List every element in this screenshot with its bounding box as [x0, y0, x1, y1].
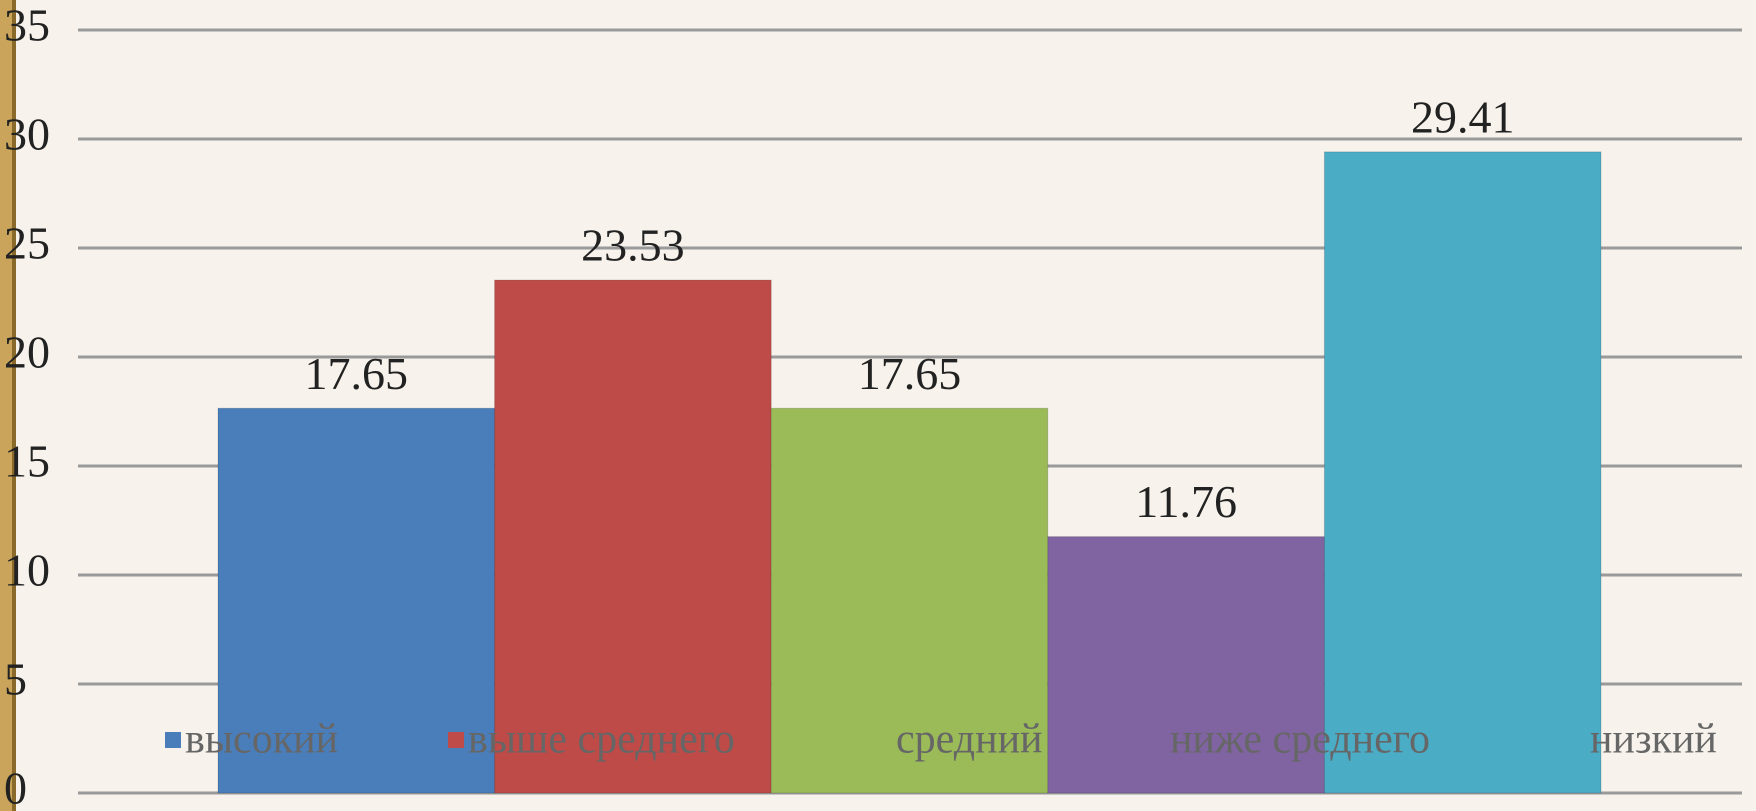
legend-marker: [1150, 732, 1166, 748]
legend-marker: [165, 732, 181, 748]
y-tick-label: 0: [4, 763, 27, 811]
value-label: 29.41: [1411, 91, 1515, 142]
value-label: 17.65: [858, 348, 962, 399]
y-tick-label: 15: [4, 436, 50, 487]
value-label: 23.53: [581, 220, 685, 271]
y-tick-label: 20: [4, 327, 50, 378]
left-border-edge: [12, 0, 16, 811]
legend-label: выше среднего: [468, 717, 735, 763]
bar: [494, 279, 772, 794]
legend-label: высокий: [185, 717, 338, 763]
y-tick-label: 10: [4, 545, 50, 596]
y-tick-label: 5: [4, 654, 27, 705]
bar: [1323, 151, 1602, 794]
y-tick-label: 30: [4, 109, 50, 160]
bar: [217, 407, 496, 794]
legend-label: ниже среднего: [1170, 717, 1430, 763]
legend-label: средний: [896, 717, 1043, 763]
legend-marker: [1570, 732, 1586, 748]
y-tick-label: 35: [4, 0, 50, 51]
value-label: 17.65: [305, 348, 409, 399]
left-border: [0, 0, 12, 811]
legend-marker: [448, 732, 464, 748]
bar: [1047, 536, 1325, 794]
legend-label: низкий: [1590, 717, 1717, 763]
legend-marker: [876, 732, 892, 748]
y-tick-label: 25: [4, 218, 50, 269]
bar: [770, 407, 1049, 794]
value-label: 11.76: [1135, 476, 1237, 527]
